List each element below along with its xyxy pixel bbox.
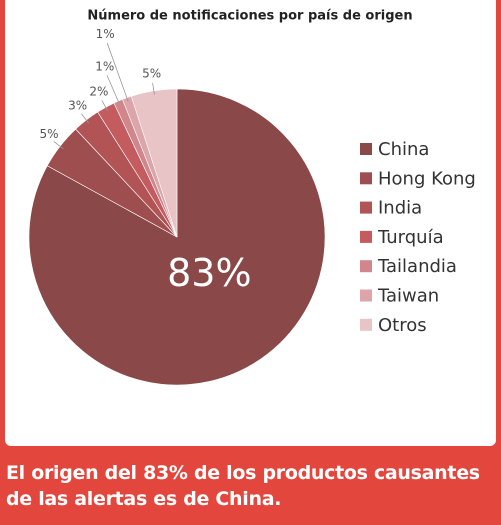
legend-swatch [360,230,372,243]
leader-line [106,75,121,106]
legend-swatch [360,201,372,214]
slice-label: 1% [95,59,114,73]
leader-line [53,141,64,150]
slice-label: 5% [142,66,161,80]
legend-swatch [360,143,372,155]
legend-label: India [378,198,422,219]
caption: El origen del 83% de los productos causa… [6,462,480,510]
slice-label: 2% [89,85,108,99]
legend-label: China [378,139,429,160]
slice-label: 83% [167,251,251,295]
legend-label: Otros [378,315,427,336]
legend-label: Taiwan [377,286,439,307]
leader-line [152,82,155,95]
slice-label: 5% [39,127,58,141]
leader-line [101,100,108,112]
legend-swatch [360,260,372,273]
slice-label: 3% [68,98,87,112]
legend-swatch [360,172,372,185]
chart: Número de notificaciones por país de ori… [28,9,476,386]
legend-swatch [360,318,372,331]
legend-swatch [360,289,372,302]
legend-label: Hong Kong [378,168,476,189]
legend-label: Turquía [377,227,444,248]
slice-label: 1% [96,27,115,41]
leader-line [106,43,129,102]
chart-title: Número de notificaciones por país de ori… [87,9,412,24]
leader-line [81,113,90,124]
legend-label: Tailandia [377,256,457,277]
